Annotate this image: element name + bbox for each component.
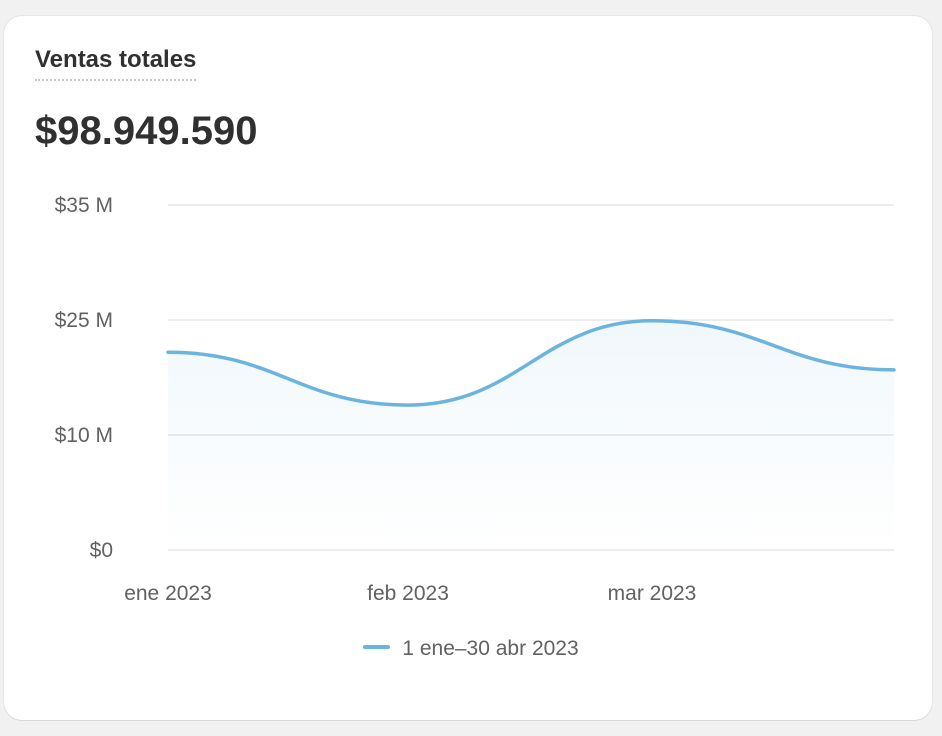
- card-title[interactable]: Ventas totales: [35, 46, 197, 81]
- data-point: [165, 349, 171, 355]
- x-axis: ene 2023 feb 2023 mar 2023: [124, 582, 696, 605]
- y-tick-label: $0: [90, 539, 113, 562]
- legend-swatch: [363, 645, 391, 650]
- data-point: [891, 367, 897, 373]
- y-tick-label: $35 M: [55, 194, 113, 217]
- x-tick-label: feb 2023: [367, 582, 449, 605]
- y-tick-label: $10 M: [55, 424, 113, 447]
- legend-label: 1 ene–30 abr 2023: [402, 637, 579, 660]
- sales-area: [168, 320, 894, 550]
- x-tick-label: mar 2023: [608, 582, 697, 605]
- total-sales-value: $98.949.590: [35, 109, 258, 153]
- sales-line[interactable]: [166, 319, 896, 407]
- data-point: [405, 402, 411, 408]
- x-tick-label: ene 2023: [124, 582, 212, 605]
- data-point: [649, 318, 655, 324]
- chart-legend[interactable]: 1 ene–30 abr 2023: [0, 637, 942, 661]
- y-tick-label: $25 M: [55, 309, 113, 332]
- y-axis: $0 $10 M $25 M $35 M: [55, 194, 113, 562]
